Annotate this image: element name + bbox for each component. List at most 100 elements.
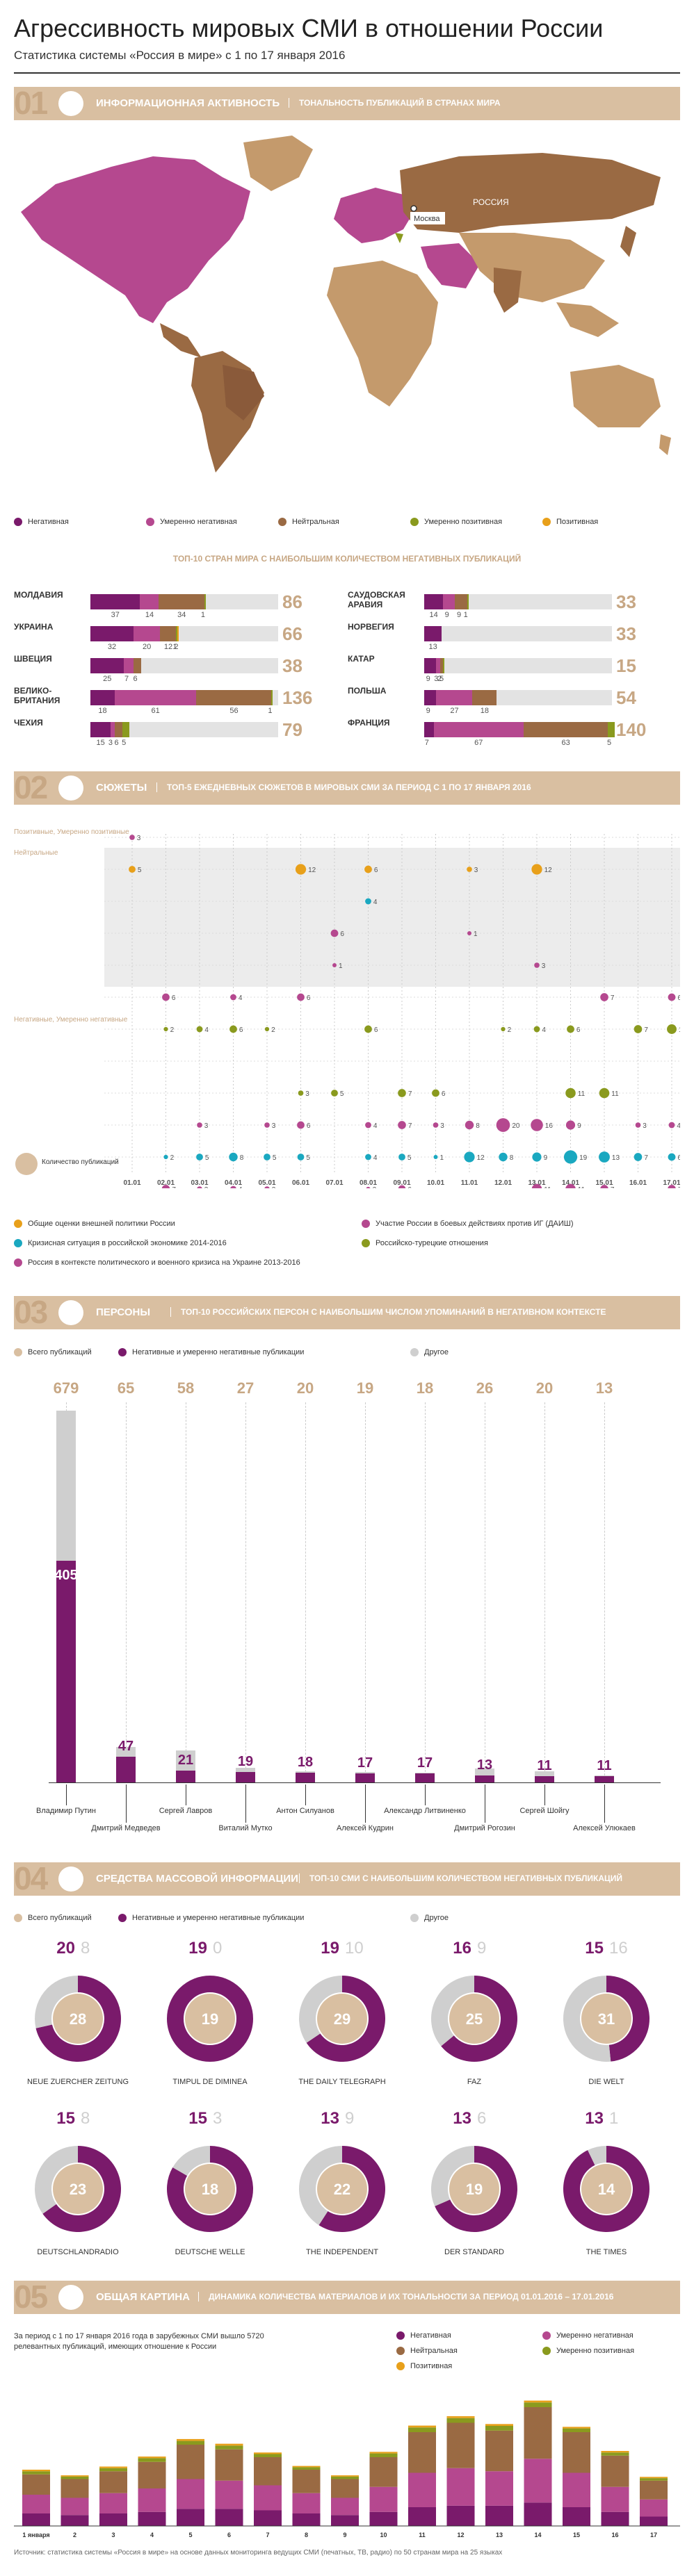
topic-point (465, 1120, 474, 1130)
overview-bar-segment (99, 2513, 127, 2526)
x-tick: 12.01 (494, 1179, 512, 1187)
topic-point (331, 1090, 338, 1097)
country-label: КАТАР (348, 654, 375, 664)
y-label: Позитивные, Умеренно позитивные (14, 828, 129, 836)
media-name: THE TIMES (586, 2248, 627, 2256)
legend-dot (542, 2331, 551, 2340)
media-total: 28 (70, 2010, 86, 2028)
country-bar (424, 690, 612, 705)
negative-bar (236, 1772, 255, 1782)
point-value: 3 (474, 867, 478, 874)
person-legend-item: Негативные и умеренно негативные публика… (118, 1348, 304, 1357)
media-other-value: 8 (81, 2109, 90, 2128)
point-value: 5 (205, 1154, 209, 1162)
country-bar (424, 658, 612, 673)
overview-legend-item: Умеренно негативная (542, 2331, 634, 2340)
person-icon (58, 1300, 83, 1325)
country-label: ПОЛЬША (348, 686, 387, 696)
country-label: МОЛДАВИЯ (14, 590, 63, 600)
segment-value: 7 (124, 675, 129, 683)
bar-segment (133, 658, 142, 673)
segment-value: 18 (480, 707, 490, 715)
media-donut: 19 (167, 1976, 253, 2062)
new-zealand (659, 434, 671, 455)
russia (400, 153, 661, 233)
russia-label: РОССИЯ (473, 197, 509, 207)
bar-segment (443, 658, 444, 673)
bar-segment (124, 658, 134, 673)
person-name: Дмитрий Рогозин (454, 1824, 515, 1832)
africa (327, 261, 438, 407)
legend-dot (14, 1348, 22, 1357)
x-tick: 17.01 (663, 1179, 680, 1187)
overview-bar-segment (485, 2505, 513, 2526)
overview-bar-segment (640, 2478, 668, 2481)
bar-segment (114, 690, 197, 705)
overview-bar-segment (215, 2480, 243, 2509)
segment-value: 25 (103, 675, 112, 683)
point-value: 3 (272, 1186, 276, 1188)
overview-bar-segment (369, 2452, 398, 2454)
topic-point (161, 1185, 170, 1188)
overview-bar-segment (138, 2458, 166, 2462)
person-dash (305, 1402, 306, 1782)
x-tick: 08.01 (360, 1179, 377, 1187)
overview-bar-segment (485, 2426, 513, 2431)
other-bar (116, 1746, 136, 1757)
point-value: 9 (577, 1122, 581, 1130)
negative-slice (166, 2146, 253, 2232)
point-value: 6 (442, 1090, 446, 1098)
x-tick: 03.01 (191, 1179, 208, 1187)
segment-value: 61 (151, 707, 160, 715)
donut-center (53, 1994, 103, 2044)
topic-point (365, 1154, 371, 1160)
media-neg-value: 13 (585, 2109, 604, 2128)
bar-segment (159, 594, 204, 609)
neutral-band (104, 848, 680, 987)
section-label: Персоны (96, 1306, 151, 1318)
overview-bar-segment (408, 2425, 436, 2428)
point-value: 3 (643, 1122, 647, 1130)
overview-bar-segment (408, 2472, 436, 2507)
overview-bar-segment (563, 2432, 590, 2473)
topic-point (433, 1122, 439, 1128)
x-tick: 09.01 (393, 1179, 410, 1187)
negative-bar (535, 1776, 554, 1782)
legend-dot (14, 1914, 22, 1923)
size-legend-label: Количество публикаций (42, 1158, 119, 1166)
media-donut: 14 (563, 2146, 649, 2232)
person-name: Алексей Кудрин (337, 1824, 394, 1832)
person-dash (425, 1402, 426, 1782)
legend-dot (14, 1258, 22, 1268)
person-total: 679 (53, 1379, 79, 1397)
segment-value: 2 (437, 675, 442, 683)
media-donut: 31 (563, 1976, 649, 2062)
segment-value: 14 (145, 611, 154, 619)
point-value: 12 (477, 1154, 485, 1162)
point-value: 3 (542, 962, 546, 970)
legend-label: Всего публикаций (28, 1348, 92, 1356)
person-neg-value: 19 (237, 1754, 254, 1770)
point-value: 7 (408, 1090, 412, 1098)
media-donut: 23 (35, 2146, 121, 2232)
media-donut: 19 (431, 2146, 517, 2232)
person-total: 58 (177, 1379, 195, 1397)
legend-dot (118, 1914, 127, 1923)
person-name: Виталий Мутко (218, 1824, 273, 1832)
section-desc: топ-10 российских персон с наибольшим чи… (170, 1307, 606, 1317)
australia (570, 365, 661, 427)
section-number: 05 (14, 2279, 48, 2315)
legend-label: Нейтральная (292, 518, 339, 526)
person-tick (425, 1785, 426, 1805)
overview-x-tick: 4 (150, 2532, 154, 2538)
topic-point (197, 1186, 202, 1188)
point-value: 4 (542, 1026, 546, 1034)
point-value: 7 (611, 1186, 615, 1188)
person-total: 19 (356, 1379, 374, 1397)
point-value: 6 (307, 994, 311, 1002)
footnote: Источник: статистика системы «Россия в м… (14, 2549, 503, 2557)
point-value: 7 (678, 1186, 680, 1188)
header-divider (14, 72, 680, 74)
overview-bar-segment (138, 2511, 166, 2526)
overview-x-tick: 12 (457, 2532, 464, 2538)
